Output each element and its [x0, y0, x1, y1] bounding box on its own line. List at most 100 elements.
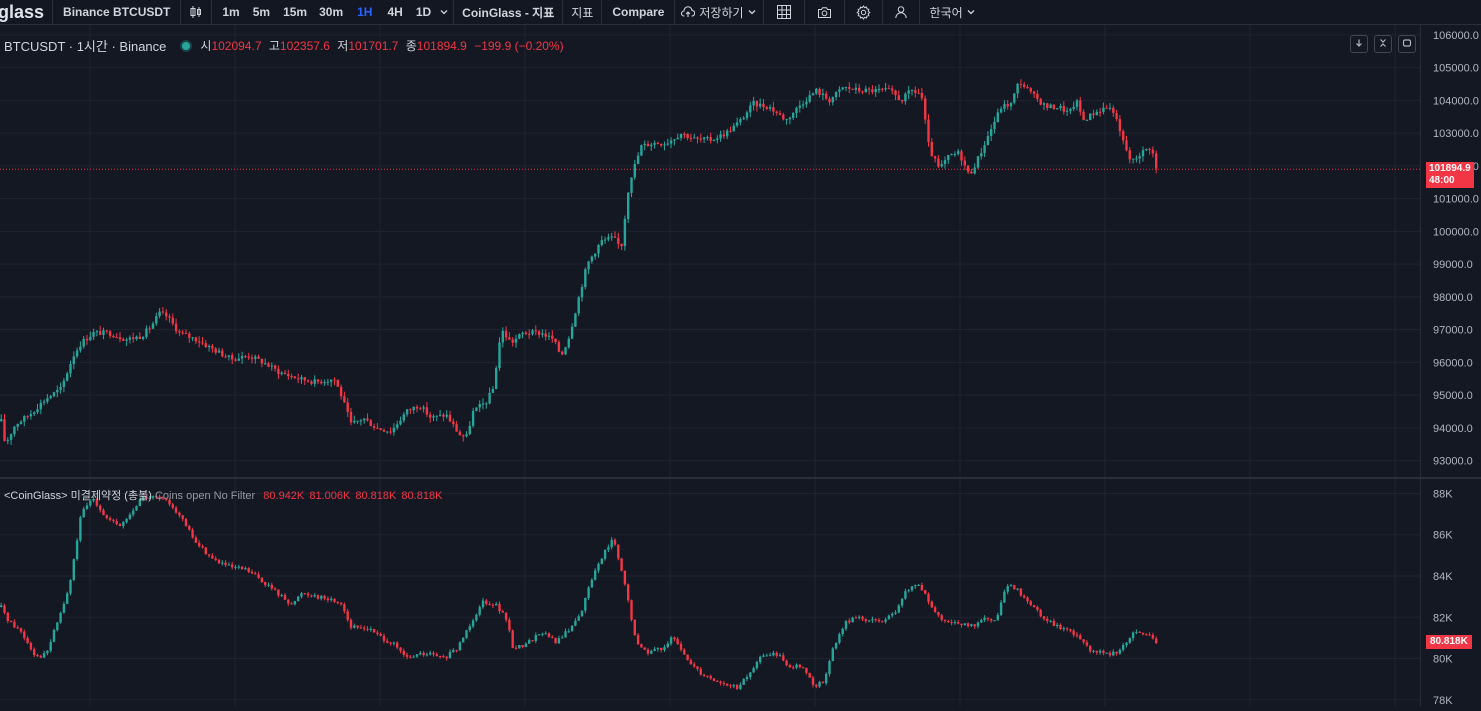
candle [775, 651, 778, 658]
candle [422, 405, 425, 413]
price-axis[interactable]: 93000.0 94000.0 95000.0 96000.0 97000.0 98000… [1420, 25, 1481, 477]
language-select[interactable]: 한국어 [918, 0, 986, 24]
candle [600, 558, 603, 565]
open-value: 102094.7 [211, 39, 262, 53]
pane-divider[interactable] [0, 477, 1481, 479]
candle [828, 96, 831, 106]
candle [683, 131, 686, 139]
interval-15m[interactable]: 15m [283, 5, 308, 19]
candle [603, 549, 607, 561]
candle [570, 323, 574, 340]
save-button[interactable]: 저장하기 [674, 0, 762, 24]
candle [623, 570, 627, 586]
candle [211, 553, 214, 559]
price-candlestick-chart[interactable] [0, 25, 1420, 477]
candle [224, 560, 227, 568]
low-value: 101701.7 [348, 39, 399, 53]
price-chart-pane[interactable]: BTCUSDT · 1시간 · Binance 시102094.7 고10235… [0, 25, 1420, 477]
candle [333, 377, 336, 385]
candle [1039, 97, 1042, 106]
candle [917, 583, 920, 586]
candle [801, 666, 805, 669]
candle [528, 638, 531, 644]
candle [514, 334, 518, 348]
candle [1122, 129, 1125, 145]
candle [894, 89, 897, 101]
candle [788, 663, 792, 668]
layout-button[interactable] [762, 0, 804, 24]
interval-1m[interactable]: 1m [222, 5, 240, 19]
candle [643, 140, 646, 151]
interval-5m[interactable]: 5m [252, 5, 271, 19]
candle [574, 618, 577, 627]
candle [613, 231, 617, 239]
candle [326, 596, 330, 603]
candle [805, 667, 808, 675]
candle [897, 603, 900, 614]
indicators-button[interactable]: 지표 [562, 0, 601, 24]
candle [359, 624, 363, 629]
candle [336, 601, 339, 605]
candle [544, 329, 547, 341]
close-label: 종 [405, 39, 417, 53]
candle [346, 398, 349, 417]
interval-1h[interactable]: 1H [357, 5, 373, 19]
interval-1d[interactable]: 1D [415, 5, 432, 19]
candle [1029, 87, 1032, 94]
maximize-pane-button[interactable] [1398, 35, 1416, 53]
candle [584, 597, 587, 614]
candle [59, 382, 62, 394]
candle [838, 632, 841, 645]
candle [851, 88, 854, 91]
collapse-pane-button[interactable] [1374, 35, 1392, 53]
candle [75, 347, 79, 359]
candle [963, 156, 966, 171]
open-interest-pane[interactable]: <CoinGlass> 미결제약정 (총볼) Coins open No Fil… [0, 479, 1420, 706]
candle [448, 649, 452, 659]
candle [349, 618, 353, 630]
candle [475, 407, 478, 412]
interval-30m[interactable]: 30m [319, 5, 344, 19]
candle [666, 641, 669, 649]
candle [640, 144, 643, 157]
candle [66, 591, 69, 605]
chart-type-button[interactable] [180, 0, 211, 24]
candle [547, 331, 551, 341]
move-pane-down-button[interactable] [1350, 35, 1368, 53]
last-price-tag: 101894.9 48:00 [1426, 162, 1474, 189]
candle [531, 328, 534, 336]
coinglass-indicators-button[interactable]: CoinGlass - 지표 [453, 0, 562, 24]
candle [13, 425, 16, 437]
candle [201, 544, 204, 549]
symbol-search-button[interactable]: Binance BTCUSDT [52, 0, 180, 24]
candle [237, 353, 240, 362]
interval-dropdown[interactable] [437, 0, 453, 24]
open-interest-axis[interactable]: 78K 80K 82K 84K 86K 88K [1420, 479, 1481, 707]
candle [788, 116, 792, 125]
candle [171, 313, 174, 326]
interval-4h[interactable]: 4H [387, 5, 403, 19]
candle [141, 496, 145, 502]
candle [339, 602, 343, 606]
compare-button[interactable]: Compare [601, 0, 674, 24]
candle [432, 651, 435, 657]
oi-last-value: 80.818K [1430, 635, 1468, 647]
candle [524, 330, 528, 336]
candle [924, 589, 927, 595]
candle [438, 655, 442, 659]
candle [838, 86, 841, 98]
candle [471, 618, 475, 629]
candle [848, 82, 851, 94]
candle [0, 602, 3, 608]
candle [778, 110, 782, 116]
settings-button[interactable] [843, 0, 882, 24]
candle [244, 566, 247, 570]
candle [273, 587, 277, 591]
account-button[interactable] [881, 0, 919, 24]
candle [237, 564, 240, 570]
candle [227, 562, 231, 566]
candle [339, 384, 343, 400]
screenshot-button[interactable] [803, 0, 844, 24]
open-interest-chart[interactable] [0, 479, 1420, 706]
axis-tick-label: 82K [1433, 612, 1453, 624]
